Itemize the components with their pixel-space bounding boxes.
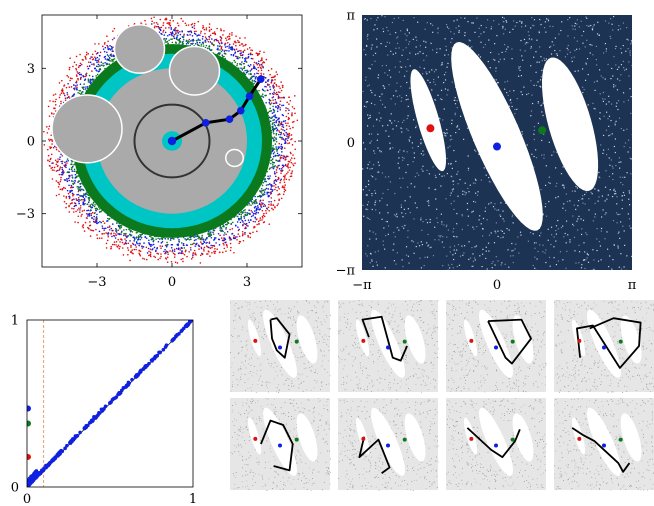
obstacle-3 [51,94,123,164]
arm-joint-4 [245,92,254,100]
persistence-x-tick-0: 0 [23,492,31,506]
reach-circle [133,103,211,179]
persistence-x-tick-1: 1 [189,492,197,506]
torus-y-tick-2: −π [336,264,356,279]
polar-scatter-panel: −3 0 3 3 0 −3 [16,14,303,290]
torus-point-green [538,126,547,135]
torus-density-panel: −π 0 π π 0 −π [336,9,637,294]
arm-joint-1 [201,119,210,127]
obstacle-4 [225,148,244,168]
torus-x-tick-2: π [628,278,637,293]
loop-tile-6 [338,398,439,491]
loop-path-8 [571,427,631,473]
persistence-point-green [27,420,31,427]
loop-tile-4 [554,300,654,393]
loop-grid-panel [230,300,654,491]
loop-path-2 [361,315,408,362]
free-region-3 [542,57,599,191]
polar-y-tick-0: 3 [27,62,35,77]
polar-x-tick-2: 3 [243,275,251,290]
polar-y-tick-2: −3 [16,207,35,222]
persistence-point-blue [27,405,31,412]
torus-x-tick-1: 0 [493,278,501,293]
loop-path-3 [487,318,532,365]
torus-point-red [426,124,435,133]
loop-tile-7 [446,398,547,491]
polar-y-tick-1: 0 [27,135,35,150]
persistence-point-red [27,453,31,460]
arm-joint-3 [236,106,245,115]
persistence-diagram-panel: 0 1 1 0 [11,314,197,506]
arm-joint-5 [256,75,265,84]
arm-joint-2 [225,115,234,123]
free-region-1 [410,69,447,172]
free-region-2 [451,42,543,231]
loop-path-6 [358,436,391,475]
persistence-y-tick-1: 0 [11,481,19,496]
loop-path-4 [576,317,642,369]
diagonal-points [27,320,193,487]
loop-path-7 [466,427,521,459]
loop-tile-8 [554,398,654,491]
polar-x-tick-0: −3 [87,275,106,290]
loop-tile-5 [230,398,331,491]
loop-path-5 [260,419,294,472]
torus-y-tick-0: π [346,9,355,24]
obstacle-2 [168,45,221,96]
loop-path-1 [269,317,291,359]
torus-x-tick-0: −π [352,278,372,293]
persistence-y-tick-0: 1 [11,314,19,329]
loop-tile-3 [446,300,547,393]
arm-joint-0 [167,136,177,146]
polar-x-tick-1: 0 [168,275,176,290]
torus-y-tick-1: 0 [347,136,355,151]
persistence-diagram-frame [26,319,194,488]
loop-tile-1 [230,300,331,393]
loop-tile-2 [338,300,439,393]
torus-point-blue [493,142,501,151]
obstacle-1 [113,23,166,74]
